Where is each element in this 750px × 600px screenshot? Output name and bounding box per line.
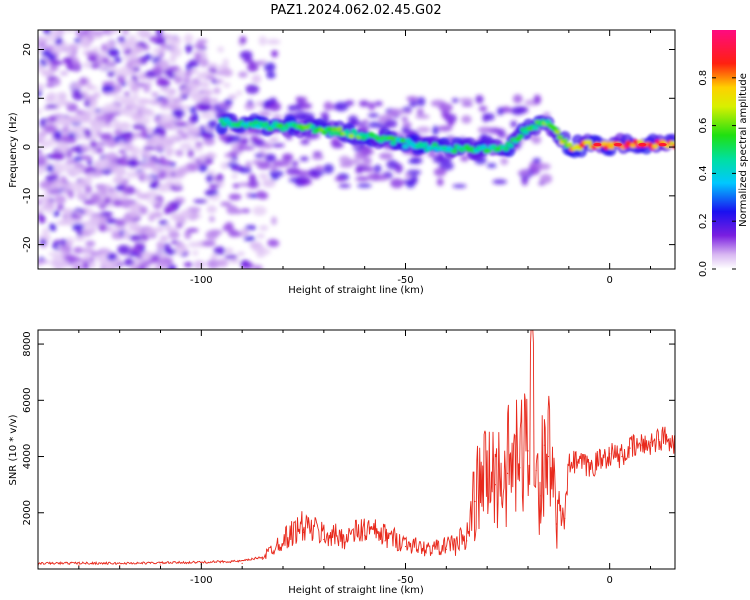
snr-point (486, 478, 488, 480)
snr-point (568, 464, 570, 466)
snr-xtick-label: 0 (606, 575, 612, 586)
snr-point (384, 540, 386, 542)
snr-point (241, 562, 243, 564)
snr-point (323, 538, 325, 541)
snr-axes: -100 -50 0 2000 4000 6000 8000 (22, 330, 675, 586)
snr-point (506, 472, 509, 474)
snr-xtick-label: -50 (397, 575, 413, 586)
snr-point (445, 548, 447, 550)
spectrogram-xtick-label: 0 (606, 275, 612, 286)
snr-point (466, 540, 468, 542)
spectrogram-ytick-label: 20 (22, 43, 33, 56)
snr-point (609, 453, 611, 455)
snr-point (543, 444, 545, 446)
snr-ytick-label: 6000 (22, 388, 33, 413)
snr-point (519, 467, 521, 469)
snr-xtick-label: -100 (190, 575, 213, 586)
figure-title: PAZ1.2024.062.02.45.G02 (270, 3, 441, 18)
colorbar-label: Normalized spectral amplitude (738, 73, 749, 227)
snr-point (535, 469, 537, 472)
snr-point (555, 523, 558, 525)
colorbar-tick-label: 0.4 (698, 165, 709, 181)
snr-point (343, 541, 345, 543)
snr-point (658, 439, 660, 441)
colorbar: 0.0 0.2 0.4 0.6 0.8 Normalized spectral ampl… (698, 30, 749, 277)
ridge-peak (658, 142, 667, 147)
spectrogram-ridge (215, 113, 675, 161)
snr-point (621, 455, 623, 458)
snr-point (588, 467, 590, 469)
snr-point (527, 450, 529, 452)
colorbar-tick-label: 0.0 (698, 261, 709, 277)
colorbar-tick-label: 0.6 (698, 118, 709, 134)
snr-point (261, 558, 264, 560)
snr-point (159, 564, 162, 566)
snr-point (629, 447, 631, 449)
snr-point (404, 545, 407, 548)
spectrogram-ytick-label: -10 (22, 188, 33, 204)
colorbar-ticks: 0.0 0.2 0.4 0.6 0.8 (698, 70, 736, 277)
snr-point (78, 564, 80, 566)
snr-point (547, 455, 550, 458)
spectrogram-ytick-label: -20 (22, 236, 33, 252)
snr-xlabel: Height of straight line (km) (288, 585, 424, 596)
snr-point (494, 484, 496, 486)
ridge-peak (638, 142, 647, 147)
colorbar-tick-label: 0.8 (698, 70, 709, 86)
ridge-peak (593, 142, 602, 147)
spectrogram-ytick-label: 0 (22, 144, 33, 150)
snr-ytick-label: 4000 (22, 444, 33, 469)
ridge-peak (613, 142, 622, 147)
snr-ytick-label: 8000 (22, 331, 33, 356)
snr-ytick-label: 2000 (22, 500, 33, 525)
spectrogram-xtick-label: -100 (190, 275, 213, 286)
snr-ylabel: SNR (10 * v/v) (8, 414, 19, 485)
snr-point (564, 517, 566, 519)
snr-point (539, 495, 541, 497)
snr-point (364, 534, 366, 536)
snr-point (666, 436, 668, 438)
spectrogram-image (38, 30, 675, 269)
spectrogram-xlabel: Height of straight line (km) (288, 285, 424, 296)
spectrogram-ylabel: Frequency (Hz) (8, 112, 19, 188)
snr-point (600, 458, 603, 460)
snr-point (649, 441, 652, 444)
colorbar-gradient (712, 30, 736, 269)
spectrogram-xtick-label: -50 (397, 275, 413, 286)
snr-point (474, 500, 476, 503)
snr-point (425, 551, 427, 553)
colorbar-tick-label: 0.2 (698, 213, 709, 229)
snr-point (282, 543, 284, 545)
snr-panel: -100 -50 0 2000 4000 6000 8000 Height of strai… (8, 329, 676, 596)
snr-point (119, 565, 121, 567)
spectrogram-ytick-label: 10 (22, 92, 33, 105)
snr-point (576, 461, 578, 463)
snr-point (302, 531, 305, 534)
snr-point (641, 444, 643, 446)
